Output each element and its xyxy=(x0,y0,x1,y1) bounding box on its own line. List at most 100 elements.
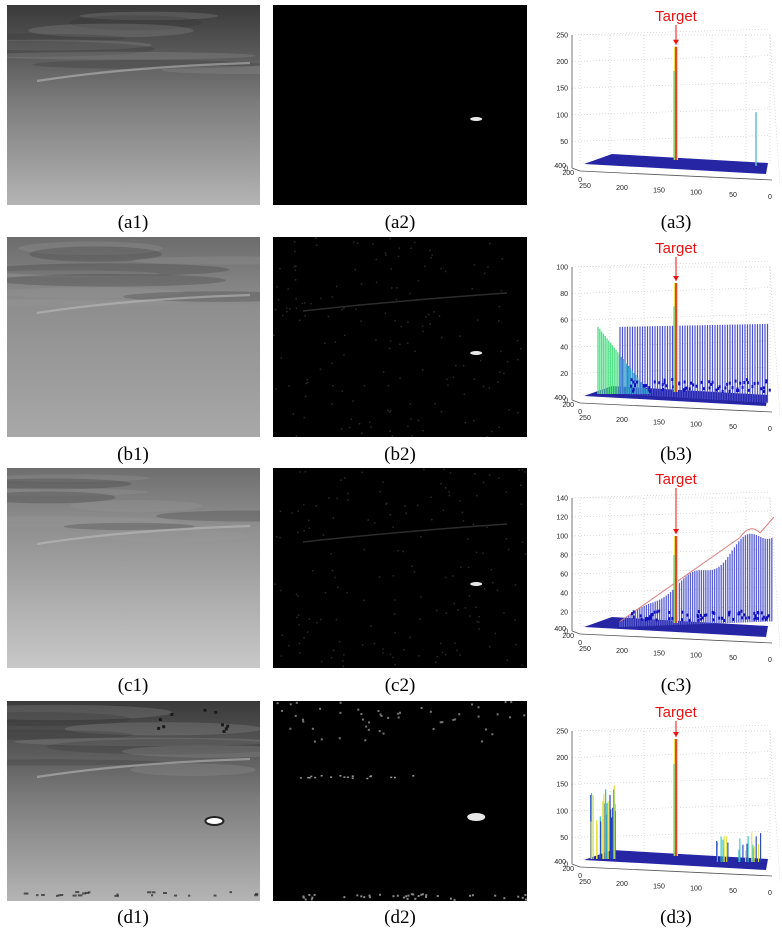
noise-speck xyxy=(471,288,473,290)
noise-speck xyxy=(451,575,454,577)
noise-speck xyxy=(367,728,370,731)
noise-speck xyxy=(501,257,504,260)
noise-speck xyxy=(409,292,411,295)
noise-speck xyxy=(331,569,334,572)
noise-speck xyxy=(433,311,435,313)
noise-speck xyxy=(414,897,417,900)
noise-speck xyxy=(397,255,400,258)
cloud-band xyxy=(7,516,177,528)
clutter-noise xyxy=(753,611,756,615)
noise-speck xyxy=(332,517,335,519)
grid-line xyxy=(571,567,771,575)
clutter-noise xyxy=(762,386,765,390)
z-tick-label: 100 xyxy=(556,534,568,541)
grid-line xyxy=(769,266,781,418)
x-tick-label: 100 xyxy=(690,653,702,660)
noise-speck xyxy=(342,665,344,668)
clutter-noise xyxy=(662,387,665,391)
noise-speck xyxy=(421,893,424,896)
target-arrowhead xyxy=(673,731,679,737)
noise-speck xyxy=(482,552,484,554)
noise-speck xyxy=(497,381,499,383)
noise-speck xyxy=(454,642,456,644)
noise-speck xyxy=(334,341,337,343)
noise-speck xyxy=(289,703,292,706)
clutter-noise xyxy=(747,388,750,392)
noise-speck xyxy=(288,385,290,387)
clutter-noise xyxy=(671,378,674,382)
noise-speck xyxy=(343,896,346,899)
noise-speck xyxy=(488,387,490,389)
artifact-dot xyxy=(82,892,86,895)
noise-speck xyxy=(442,468,445,471)
clutter-noise xyxy=(656,610,659,614)
z-tick-label: 0 xyxy=(564,629,568,636)
noise-speck xyxy=(297,531,299,534)
clutter-noise xyxy=(712,611,715,615)
grid-line xyxy=(769,34,781,186)
noise-speck xyxy=(397,712,400,715)
artifact-dot xyxy=(222,729,226,733)
clutter-noise xyxy=(699,613,702,617)
noise-speck xyxy=(491,733,494,736)
noise-speck xyxy=(476,319,479,321)
noise-speck xyxy=(453,898,456,901)
artifact-dot xyxy=(36,894,39,897)
surface-floor xyxy=(584,154,768,174)
clutter-noise xyxy=(683,380,686,384)
noise-speck xyxy=(344,334,346,337)
noise-speck xyxy=(340,428,343,430)
cloud-band xyxy=(7,263,230,276)
target-label: Target xyxy=(655,8,698,25)
x-tick-label: 0 xyxy=(768,426,772,433)
cloud-band xyxy=(64,722,260,736)
noise-speck xyxy=(524,893,527,896)
noise-speck xyxy=(432,727,435,730)
noise-speck xyxy=(473,264,476,266)
detection-background xyxy=(273,5,527,205)
x-tick-label: 150 xyxy=(653,419,665,426)
noise-speck xyxy=(489,242,491,245)
noise-speck xyxy=(518,469,520,472)
noise-speck xyxy=(286,310,288,313)
cloud-band xyxy=(7,41,155,57)
noise-speck xyxy=(280,589,282,592)
clutter-noise xyxy=(632,610,635,614)
noise-speck xyxy=(288,644,290,647)
noise-speck xyxy=(393,776,396,779)
clutter-noise xyxy=(631,389,634,393)
noise-speck xyxy=(387,409,389,412)
noise-speck xyxy=(517,411,519,414)
clutter-noise xyxy=(697,615,700,619)
noise-speck xyxy=(475,606,477,608)
clutter-noise xyxy=(708,386,711,390)
noise-speck xyxy=(378,730,381,733)
clutter-noise xyxy=(648,617,651,621)
noise-speck xyxy=(292,413,295,415)
noise-speck xyxy=(375,281,378,284)
noise-speck xyxy=(521,896,524,899)
noise-speck xyxy=(281,634,284,637)
cloud-band xyxy=(14,737,260,747)
noise-speck xyxy=(348,426,351,429)
horizon-streak xyxy=(36,524,251,546)
noise-speck xyxy=(352,241,355,243)
clutter-noise xyxy=(668,617,671,621)
noise-speck xyxy=(299,471,302,473)
noise-speck xyxy=(336,497,338,500)
noise-speck xyxy=(392,656,394,659)
target-arrowhead xyxy=(673,529,679,534)
noise-speck xyxy=(412,775,415,777)
clutter-noise xyxy=(762,615,765,619)
noise-speck xyxy=(280,357,282,359)
noise-speck xyxy=(388,411,391,413)
x-tick-label: 0 xyxy=(768,657,772,664)
noise-speck xyxy=(410,893,413,896)
noise-speck xyxy=(311,569,314,572)
clutter-noise xyxy=(715,388,718,392)
clutter-noise xyxy=(765,616,768,620)
noise-speck xyxy=(315,237,317,240)
noise-speck xyxy=(295,701,298,704)
target-label: Target xyxy=(655,471,698,488)
noise-speck xyxy=(442,509,445,512)
